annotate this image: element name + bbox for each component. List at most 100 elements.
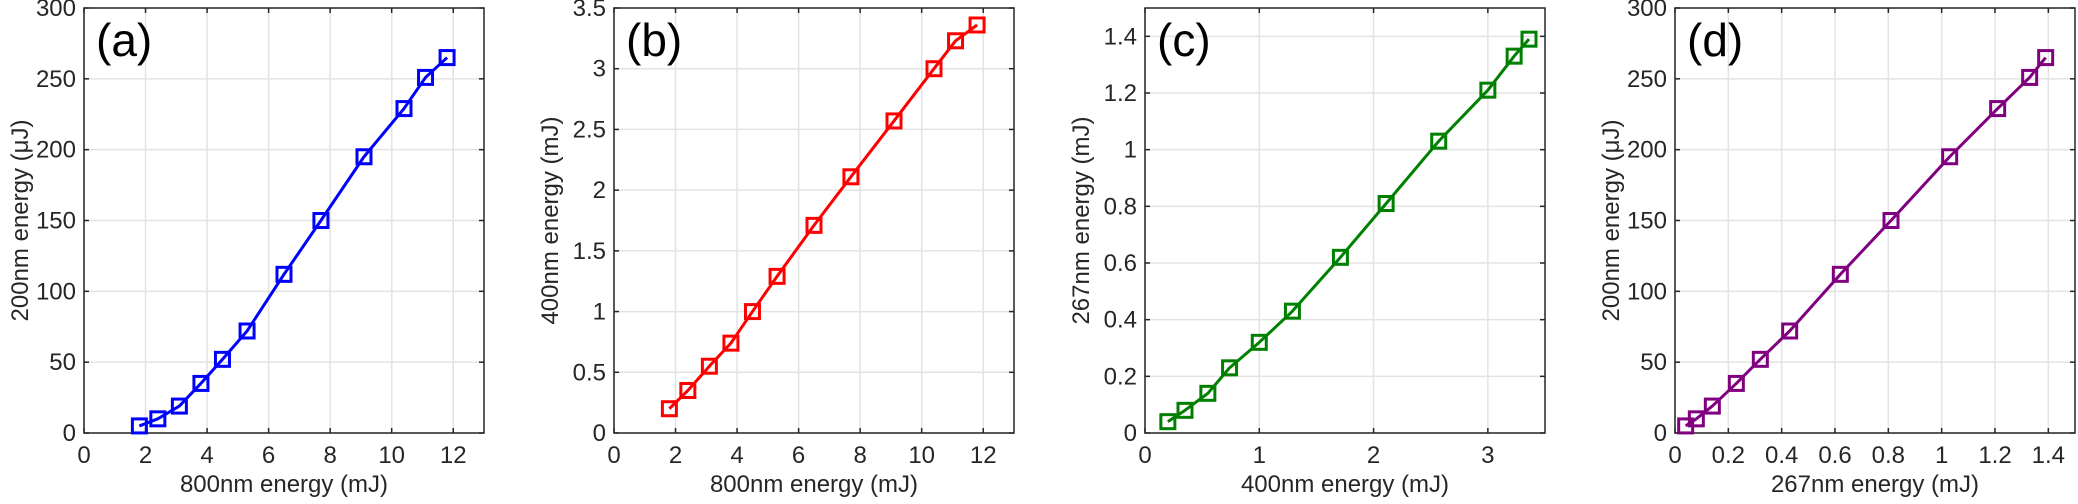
panel-tag: (d) xyxy=(1687,14,1743,66)
x-tick-label: 10 xyxy=(908,442,935,469)
x-axis-label: 800nm energy (mJ) xyxy=(180,471,388,498)
y-axis-label: 200nm energy (μJ) xyxy=(7,120,34,322)
x-tick-label: 2 xyxy=(669,442,682,469)
data-point-marker xyxy=(1882,212,1900,229)
y-axis-label: 200nm energy (μJ) xyxy=(1598,120,1625,322)
data-point-marker xyxy=(275,265,293,283)
y-tick-label: 150 xyxy=(36,208,76,235)
y-tick-label: 250 xyxy=(1627,66,1667,93)
x-axis-label: 800nm energy (mJ) xyxy=(710,471,918,498)
x-axis-label: 400nm energy (mJ) xyxy=(1241,471,1449,498)
series-line xyxy=(138,56,449,428)
data-point-marker xyxy=(2037,49,2055,67)
x-tick-label: 0.6 xyxy=(1818,442,1851,469)
data-point-marker xyxy=(170,397,188,415)
y-tick-label: 1.4 xyxy=(1104,23,1137,50)
x-tick-label: 8 xyxy=(853,442,866,469)
panel-tag: (b) xyxy=(626,14,682,66)
y-tick-label: 100 xyxy=(36,278,76,305)
x-tick-label: 6 xyxy=(792,442,805,469)
data-point-marker xyxy=(925,60,943,78)
data-point-marker xyxy=(149,410,167,428)
y-tick-label: 150 xyxy=(1627,208,1667,235)
data-point-marker xyxy=(355,148,373,166)
plot-area xyxy=(614,8,1014,433)
data-point-marker xyxy=(1479,81,1497,99)
y-tick-label: 1.2 xyxy=(1104,80,1137,107)
data-point-marker xyxy=(1781,322,1799,340)
data-point-marker xyxy=(312,212,330,229)
data-point-marker xyxy=(238,322,256,340)
data-point-marker xyxy=(660,400,678,418)
data-point-marker xyxy=(1687,410,1705,428)
x-tick-label: 12 xyxy=(970,442,997,469)
data-point-marker xyxy=(1176,401,1194,419)
x-tick-label: 8 xyxy=(323,442,336,469)
data-point-marker xyxy=(743,303,761,321)
y-tick-label: 2 xyxy=(593,177,606,204)
series-line xyxy=(668,23,978,410)
axes-box xyxy=(1144,7,1546,434)
data-point-marker xyxy=(805,216,823,234)
data-point-marker xyxy=(679,382,697,399)
y-tick-label: 200 xyxy=(1627,137,1667,164)
x-tick-label: 6 xyxy=(262,442,275,469)
x-tick-label: 0.4 xyxy=(1765,442,1798,469)
y-tick-label: 0 xyxy=(63,420,76,447)
data-point-marker xyxy=(395,100,413,118)
panel-a: 0 2 4 6 8 10 12 0 50 100 150 200 250 300 800nm energy … xyxy=(7,0,485,498)
y-tick-label: 0.5 xyxy=(573,359,606,386)
data-point-marker xyxy=(1505,47,1523,65)
x-tick-label: 4 xyxy=(730,442,743,469)
panel-tag: (a) xyxy=(96,14,152,66)
x-tick-label: 0 xyxy=(1668,442,1681,469)
data-point-marker xyxy=(1751,350,1769,368)
data-point-marker xyxy=(213,350,231,368)
data-point-marker xyxy=(1250,333,1268,351)
data-point-marker xyxy=(417,68,435,86)
data-point-marker xyxy=(1377,195,1395,212)
y-tick-label: 1 xyxy=(1124,137,1137,164)
x-tick-label: 2 xyxy=(1367,442,1380,469)
y-tick-label: 100 xyxy=(1627,278,1667,305)
x-tick-label: 1.4 xyxy=(2032,442,2065,469)
panel-b: 0 2 4 6 8 10 12 0 0.5 1 1.5 2 2.5 3 3.5 800nm energy (m… xyxy=(537,0,1015,498)
data-point-marker xyxy=(768,267,786,285)
y-axis-label: 267nm energy (mJ) xyxy=(1068,116,1095,324)
y-tick-label: 250 xyxy=(36,66,76,93)
x-tick-label: 0.8 xyxy=(1872,442,1905,469)
y-tick-label: 300 xyxy=(36,0,76,22)
y-tick-label: 50 xyxy=(1640,349,1667,376)
x-tick-label: 1 xyxy=(1935,442,1948,469)
y-tick-label: 3 xyxy=(593,56,606,83)
plot-area xyxy=(1145,8,1545,433)
data-point-marker xyxy=(130,417,148,435)
data-point-marker xyxy=(1989,100,2007,118)
y-tick-label: 0 xyxy=(1124,420,1137,447)
y-tick-label: 0.2 xyxy=(1104,363,1137,390)
x-tick-label: 4 xyxy=(200,442,213,469)
data-point-marker xyxy=(968,16,986,34)
data-point-marker xyxy=(885,112,903,130)
x-tick-label: 10 xyxy=(378,442,405,469)
x-tick-label: 3 xyxy=(1481,442,1494,469)
data-point-marker xyxy=(2021,68,2039,86)
axes-box xyxy=(613,7,1015,434)
x-tick-label: 0.2 xyxy=(1712,442,1745,469)
x-tick-label: 1.2 xyxy=(1978,442,2011,469)
x-tick-label: 0 xyxy=(77,442,90,469)
series-line xyxy=(1684,56,2047,428)
data-point-marker xyxy=(1941,148,1959,166)
data-point-marker xyxy=(1159,413,1177,431)
data-point-marker xyxy=(1430,132,1448,150)
x-tick-label: 0 xyxy=(607,442,620,469)
y-tick-label: 1.5 xyxy=(573,238,606,265)
y-tick-label: 0.4 xyxy=(1104,307,1137,334)
data-point-marker xyxy=(842,168,860,186)
panel-d: 0 0.2 0.4 0.6 0.8 1 1.2 1.4 0 50 100 150 200 250 300 26… xyxy=(1598,0,2076,498)
x-tick-label: 2 xyxy=(139,442,152,469)
x-tick-label: 12 xyxy=(440,442,467,469)
y-axis-label: 400nm energy (mJ) xyxy=(537,116,564,324)
data-point-marker xyxy=(722,334,740,352)
data-point-marker xyxy=(1199,384,1217,402)
